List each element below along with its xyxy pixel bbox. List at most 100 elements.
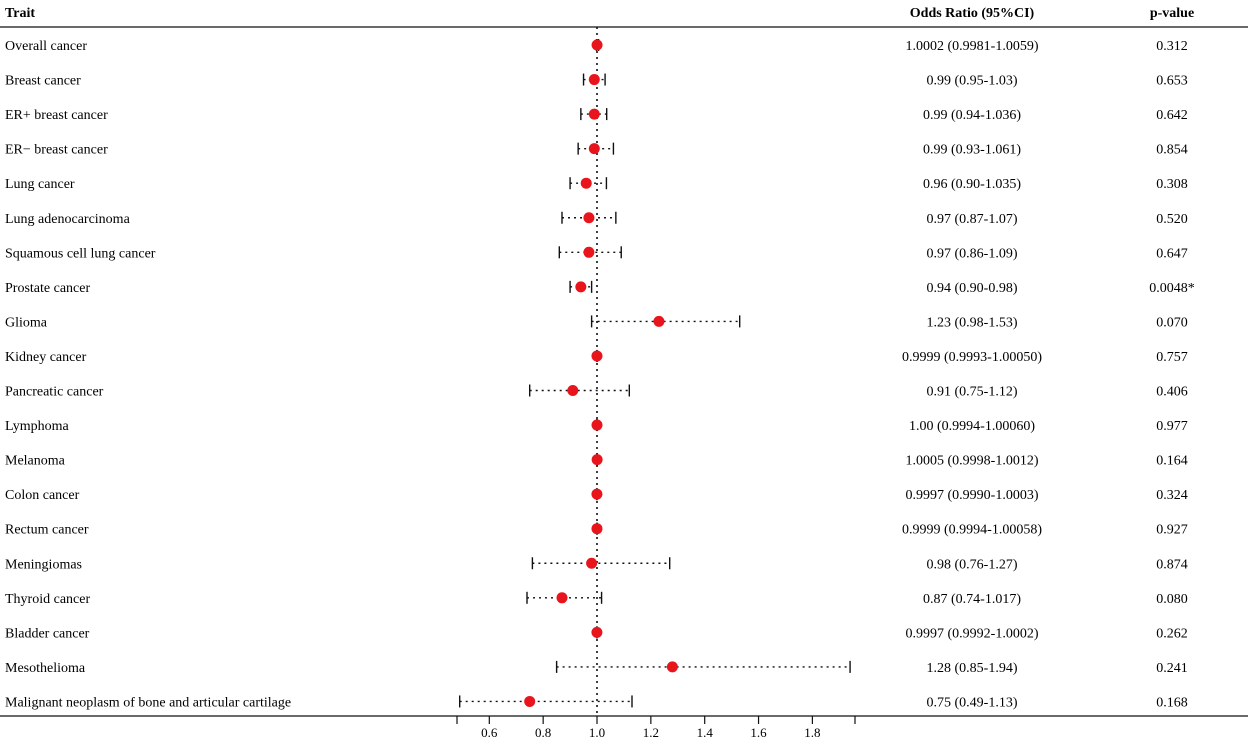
odds-ratio-point	[583, 246, 595, 258]
odds-ratio-point	[588, 108, 600, 120]
table-row: Squamous cell lung cancer 0.97 (0.86-1.09…	[5, 246, 1188, 261]
p-value: 0.308	[1156, 177, 1188, 192]
table-row: Breast cancer 0.99 (0.95-1.03) 0.653	[5, 73, 1188, 89]
trait-label: Lymphoma	[5, 419, 70, 434]
trait-label: Meningiomas	[5, 557, 82, 572]
table-rules	[0, 26, 1248, 717]
table-row: Pancreatic cancer 0.91 (0.75-1.12) 0.406	[5, 384, 1188, 400]
trait-label: Glioma	[5, 315, 48, 330]
odds-ratio-value: 0.97 (0.87-1.07)	[927, 212, 1018, 227]
p-value: 0.854	[1156, 143, 1188, 158]
p-value: 0.164	[1156, 454, 1188, 469]
p-value: 0.080	[1156, 592, 1188, 607]
odds-ratio-point	[666, 661, 678, 673]
p-value: 0.312	[1156, 39, 1188, 54]
p-value: 0.757	[1156, 350, 1188, 365]
table-row: Colon cancer 0.9997 (0.9990-1.0003) 0.324	[5, 488, 1188, 503]
odds-ratio-value: 0.96 (0.90-1.035)	[923, 177, 1021, 192]
p-value: 0.977	[1156, 419, 1188, 434]
odds-ratio-value: 1.23 (0.98-1.53)	[927, 315, 1018, 330]
trait-label: Melanoma	[5, 454, 66, 469]
p-value: 0.927	[1156, 523, 1188, 538]
p-value: 0.874	[1156, 557, 1188, 572]
odds-ratio-value: 0.9999 (0.9994-1.00058)	[902, 523, 1042, 538]
odds-ratio-point	[575, 281, 587, 293]
odds-ratio-point	[591, 626, 603, 638]
table-row: ER− breast cancer 0.99 (0.93-1.061) 0.854	[5, 142, 1188, 158]
odds-ratio-value: 0.99 (0.93-1.061)	[923, 143, 1021, 158]
odds-ratio-point	[588, 74, 600, 86]
p-value: 0.653	[1156, 74, 1188, 89]
p-value: 0.520	[1156, 212, 1188, 227]
axis-tick-label: 1.0	[589, 725, 605, 740]
table-row: Rectum cancer 0.9999 (0.9994-1.00058) 0.92…	[5, 522, 1188, 538]
table-row: Malignant neoplasm of bone and articular…	[5, 695, 1188, 710]
odds-ratio-value: 1.0005 (0.9998-1.0012)	[906, 454, 1039, 469]
table-row: Lung adenocarcinoma 0.97 (0.87-1.07) 0.520	[5, 211, 1188, 227]
axis-tick-label: 1.4	[697, 725, 714, 740]
trait-label: Prostate cancer	[5, 281, 90, 296]
trait-label: Bladder cancer	[5, 626, 90, 641]
odds-ratio-value: 0.94 (0.90-0.98)	[927, 281, 1018, 296]
odds-ratio-value: 0.98 (0.76-1.27)	[927, 557, 1018, 572]
axis-tick-label: 1.8	[804, 725, 820, 740]
axis-tick-label: 0.6	[481, 725, 498, 740]
table-rows: Overall cancer 1.0002 (0.9981-1.0059) 0.31…	[5, 39, 1195, 710]
odds-ratio-point	[591, 39, 603, 51]
table-row: Lymphoma 1.00 (0.9994-1.00060) 0.977	[5, 419, 1188, 434]
odds-ratio-value: 0.75 (0.49-1.13)	[927, 695, 1018, 710]
odds-ratio-point	[591, 488, 603, 500]
table-row: Bladder cancer 0.9997 (0.9992-1.0002) 0.26…	[5, 626, 1188, 641]
odds-ratio-point	[524, 695, 536, 707]
trait-label: ER+ breast cancer	[5, 108, 108, 123]
table-row: Thyroid cancer 0.87 (0.74-1.017) 0.080	[5, 591, 1188, 607]
odds-ratio-value: 0.99 (0.94-1.036)	[923, 108, 1021, 123]
table-row: Prostate cancer 0.94 (0.90-0.98) 0.0048*	[5, 280, 1195, 296]
p-value: 0.168	[1156, 695, 1188, 710]
odds-ratio-point	[591, 350, 603, 362]
p-value: 0.406	[1156, 385, 1188, 400]
odds-ratio-value: 0.9999 (0.9993-1.00050)	[902, 350, 1042, 365]
trait-label: Overall cancer	[5, 39, 87, 54]
table-row: ER+ breast cancer 0.99 (0.94-1.036) 0.642	[5, 108, 1188, 123]
odds-ratio-value: 0.97 (0.86-1.09)	[927, 246, 1018, 261]
odds-ratio-value: 0.87 (0.74-1.017)	[923, 592, 1021, 607]
odds-ratio-value: 0.9997 (0.9992-1.0002)	[906, 626, 1039, 641]
odds-ratio-value: 1.28 (0.85-1.94)	[927, 661, 1018, 676]
p-value: 0.262	[1156, 626, 1188, 641]
odds-ratio-value: 0.91 (0.75-1.12)	[927, 385, 1018, 400]
trait-label: Rectum cancer	[5, 523, 89, 538]
x-axis: 0.6 0.8 1.0 1.2 1.4 1.6 1.8	[456, 716, 856, 740]
axis-tick-label: 1.6	[750, 725, 767, 740]
trait-label: Lung cancer	[5, 177, 75, 192]
table-row: Melanoma 1.0005 (0.9998-1.0012) 0.164	[5, 453, 1188, 469]
table-row: Glioma 1.23 (0.98-1.53) 0.070	[5, 315, 1188, 330]
header-p-value: p-value	[1150, 6, 1194, 21]
odds-ratio-point	[556, 592, 568, 604]
trait-label: Mesothelioma	[5, 661, 86, 676]
trait-label: Squamous cell lung cancer	[5, 246, 156, 261]
axis-tick-label: 0.8	[535, 725, 551, 740]
odds-ratio-point	[567, 385, 579, 396]
odds-ratio-point	[591, 419, 603, 431]
p-value: 0.070	[1156, 315, 1188, 330]
trait-label: Breast cancer	[5, 74, 81, 89]
p-value: 0.324	[1156, 488, 1188, 503]
trait-label: Colon cancer	[5, 488, 80, 503]
table-row: Meningiomas 0.98 (0.76-1.27) 0.874	[5, 557, 1188, 572]
odds-ratio-value: 1.0002 (0.9981-1.0059)	[906, 39, 1039, 54]
trait-label: Pancreatic cancer	[5, 385, 104, 400]
p-value: 0.647	[1156, 246, 1188, 261]
trait-label: ER− breast cancer	[5, 143, 108, 158]
odds-ratio-value: 0.99 (0.95-1.03)	[927, 74, 1018, 89]
p-value: 0.0048*	[1149, 281, 1195, 296]
trait-label: Thyroid cancer	[5, 592, 90, 607]
table-row: Lung cancer 0.96 (0.90-1.035) 0.308	[5, 177, 1188, 192]
odds-ratio-value: 1.00 (0.9994-1.00060)	[909, 419, 1035, 434]
odds-ratio-point	[580, 177, 592, 189]
odds-ratio-point	[591, 454, 603, 466]
header-odds-ratio: Odds Ratio (95%CI)	[910, 6, 1035, 21]
odds-ratio-point	[586, 557, 598, 569]
axis-tick-label: 1.2	[643, 725, 659, 740]
